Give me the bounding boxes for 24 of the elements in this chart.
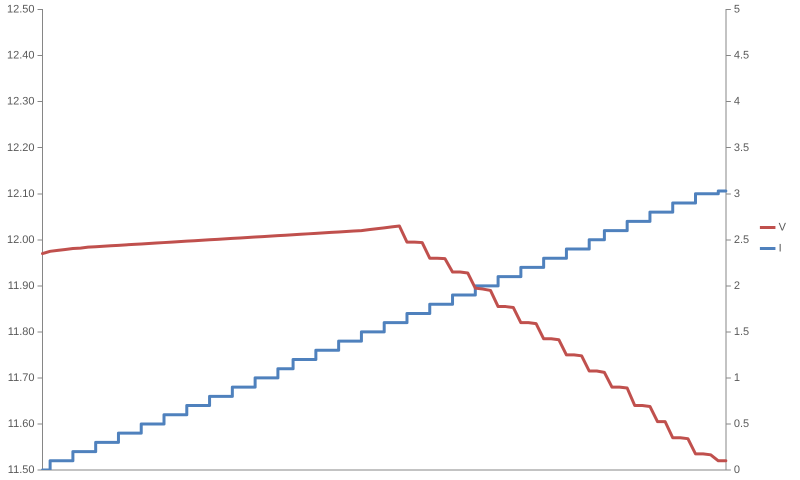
y2-tick-label: 0.5 [734,418,750,430]
y-tick-label: 11.90 [8,280,35,292]
y2-tick-label: 4 [734,96,740,108]
y-tick-label: 12.20 [6,142,35,154]
y2-tick-label: 5 [734,4,740,16]
y2-tick-label: 3 [734,188,740,200]
y2-tick-label: 4.5 [734,50,750,62]
legend-label: I [778,242,782,255]
y2-tick-label: 1.5 [734,326,750,338]
y-tick-label: 12.30 [6,96,35,108]
y2-tick-label: 3.5 [734,142,750,154]
y2-tick-label: 0 [734,464,740,476]
y-tick-label: 11.80 [8,326,35,338]
y2-tick-label: 1 [734,372,740,384]
y-tick-label: 11.50 [8,464,35,476]
y-tick-label: 12.00 [6,234,35,246]
y2-tick-label: 2 [734,280,740,292]
y-tick-label: 12.40 [6,50,35,62]
y-tick-label: 12.50 [6,4,35,16]
y-tick-label: 12.10 [6,188,35,200]
y-tick-label: 11.70 [8,372,35,384]
y-tick-label: 11.60 [8,418,35,430]
legend-label: V [778,222,787,234]
y2-tick-label: 2.5 [734,234,750,246]
